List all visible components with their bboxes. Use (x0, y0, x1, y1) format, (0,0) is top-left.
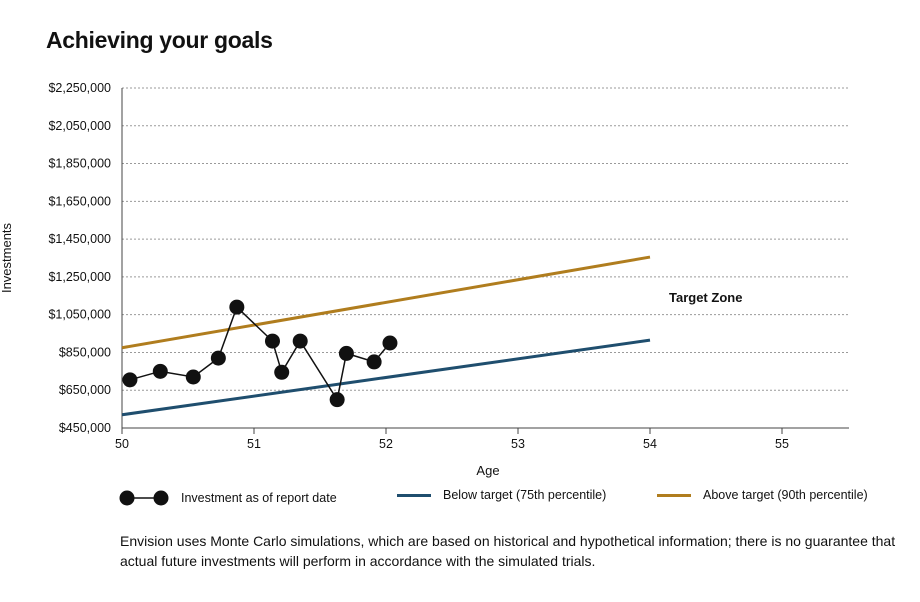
investment-point (210, 350, 226, 366)
investment-point (329, 392, 345, 408)
investment-point (274, 364, 290, 380)
investment-point (152, 363, 168, 379)
chart-title: Achieving your goals (46, 27, 273, 53)
legend-line-above-target (657, 493, 691, 497)
y-tick-label: $1,450,000 (48, 232, 111, 246)
target-zone-label: Target Zone (669, 290, 742, 305)
legend-line-below-target (397, 493, 431, 497)
y-tick-label: $2,050,000 (48, 119, 111, 133)
y-axis-ticks: $450,000 $650,000 $850,000 $1,050,000 $1,250… (48, 81, 111, 435)
legend-item-below-target: Below target (75th percentile) (397, 488, 606, 502)
x-axis-title: Age (476, 463, 499, 478)
y-tick-label: $450,000 (59, 421, 111, 435)
above-target-line (121, 255, 651, 350)
y-tick-label: $2,250,000 (48, 81, 111, 95)
investment-point (122, 372, 138, 388)
legend-label-investment: Investment as of report date (181, 491, 337, 505)
x-tick-label: 53 (511, 437, 525, 451)
investment-point (292, 333, 308, 349)
investment-point (338, 345, 354, 361)
x-tick-label: 52 (379, 437, 393, 451)
y-tick-label: $1,850,000 (48, 157, 111, 171)
series-group (121, 255, 651, 417)
legend-marker-investment (119, 490, 169, 506)
legend-label-above-target: Above target (90th percentile) (703, 488, 868, 502)
y-tick-label: $1,050,000 (48, 308, 111, 322)
x-tick-label: 50 (115, 437, 129, 451)
x-axis-ticks: 50 51 52 53 54 55 (115, 428, 789, 451)
below-target-line (121, 338, 651, 417)
x-tick-label: 54 (643, 437, 657, 451)
y-axis-title: Investments (0, 222, 14, 293)
investment-point (185, 369, 201, 385)
legend-item-investment: Investment as of report date (119, 488, 337, 508)
y-tick-label: $1,650,000 (48, 194, 111, 208)
investment-point (366, 354, 382, 370)
y-tick-label: $1,250,000 (48, 270, 111, 284)
y-tick-label: $650,000 (59, 383, 111, 397)
x-tick-label: 51 (247, 437, 261, 451)
y-tick-label: $850,000 (59, 345, 111, 359)
disclaimer-note: Envision uses Monte Carlo simulations, w… (120, 533, 896, 569)
investment-point (382, 335, 398, 351)
grid-lines (122, 87, 849, 391)
x-tick-label: 55 (775, 437, 789, 451)
investment-point (264, 333, 280, 349)
legend-item-above-target: Above target (90th percentile) (657, 488, 868, 502)
legend-label-below-target: Below target (75th percentile) (443, 488, 607, 502)
investment-point (229, 299, 245, 315)
axes (121, 88, 849, 429)
